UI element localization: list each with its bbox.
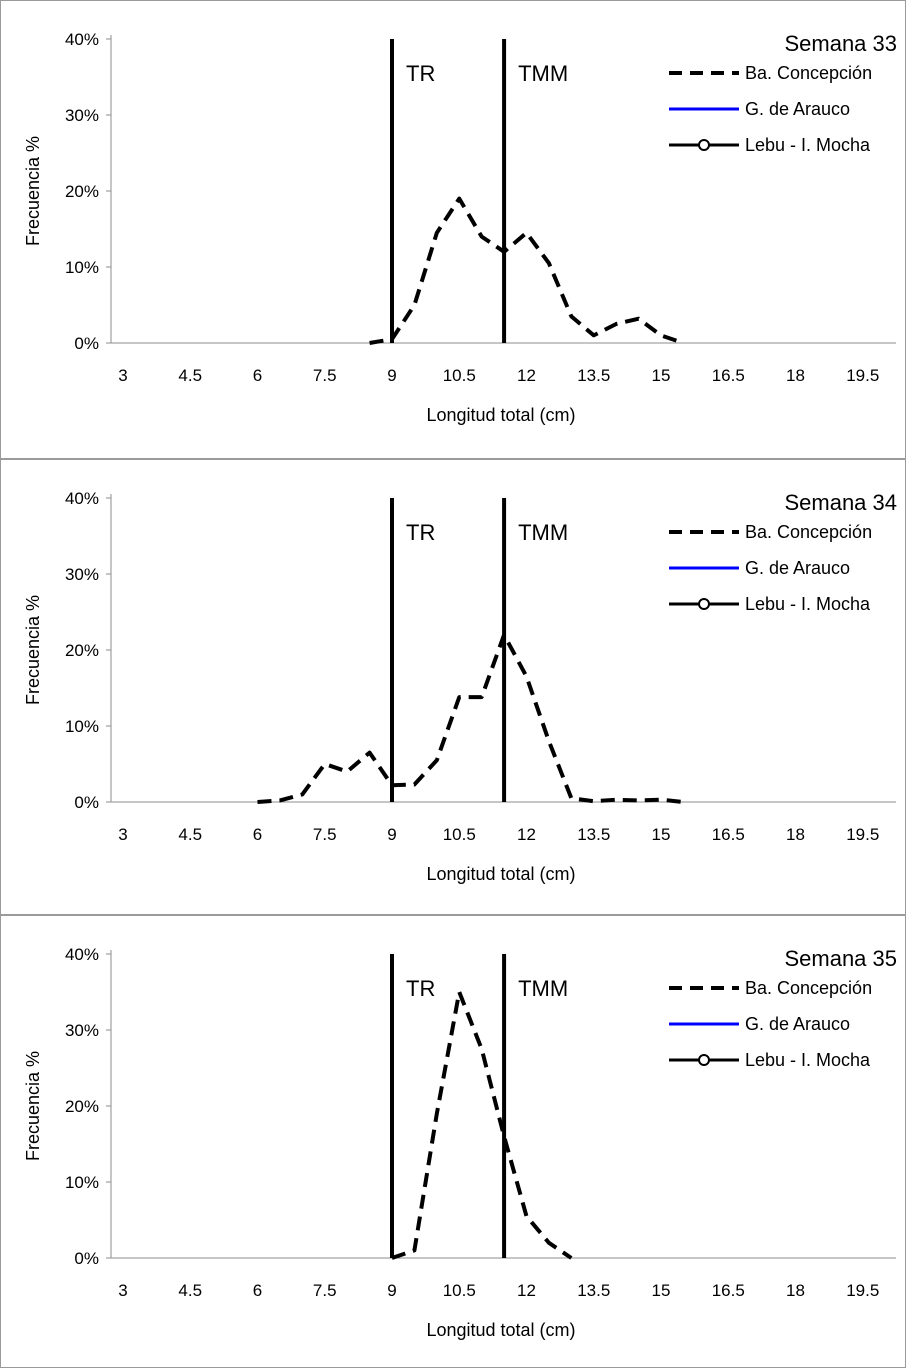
legend-label-0: Ba. Concepción: [745, 522, 872, 542]
x-tick-label: 18: [786, 366, 805, 385]
y-tick-label: 10%: [65, 717, 99, 736]
x-axis-title: Longitud total (cm): [426, 405, 575, 425]
y-tick-label: 10%: [65, 1173, 99, 1192]
x-tick-label: 19.5: [846, 1281, 879, 1300]
x-tick-label: 3: [118, 1281, 127, 1300]
x-tick-label: 10.5: [443, 1281, 476, 1300]
y-tick-label: 40%: [65, 489, 99, 508]
x-tick-label: 10.5: [443, 366, 476, 385]
y-tick-label: 40%: [65, 945, 99, 964]
chart-title: Semana 34: [784, 490, 897, 515]
x-tick-label: 13.5: [577, 825, 610, 844]
x-tick-label: 19.5: [846, 825, 879, 844]
x-tick-label: 18: [786, 825, 805, 844]
y-tick-label: 30%: [65, 1021, 99, 1040]
y-tick-label: 10%: [65, 258, 99, 277]
legend-label-2: Lebu - I. Mocha: [745, 135, 871, 155]
x-tick-label: 10.5: [443, 825, 476, 844]
y-tick-label: 20%: [65, 1097, 99, 1116]
chart-panel-semana-34: 0% 10% 20% 30% 40% 3 4.5 6 7.5 9 10.5 12 13.5 15 16.5 1…: [0, 459, 906, 915]
x-tick-label: 16.5: [712, 825, 745, 844]
y-tick-label: 0%: [74, 793, 99, 812]
chart-panel-semana-33: 0% 10% 20% 30% 40% 3 4.5 6 7.5 9 10.5 12 13.5 15 16.5 1…: [0, 0, 906, 459]
x-tick-label: 6: [253, 366, 262, 385]
chart-panel-semana-35: 0% 10% 20% 30% 40% 3 4.5 6 7.5 9 10.5 12 13.5 15 16.5 1…: [0, 915, 906, 1368]
x-axis-title: Longitud total (cm): [426, 864, 575, 884]
y-tick-label: 40%: [65, 30, 99, 49]
x-tick-label: 12: [517, 366, 536, 385]
x-tick-label: 15: [652, 1281, 671, 1300]
x-tick-label: 13.5: [577, 366, 610, 385]
x-tick-label: 18: [786, 1281, 805, 1300]
chart-svg-semana-34: 0% 10% 20% 30% 40% 3 4.5 6 7.5 9 10.5 12 13.5 15 16.5 1…: [23, 489, 897, 884]
x-tick-label: 7.5: [313, 825, 337, 844]
y-tick-label: 0%: [74, 1249, 99, 1268]
x-tick-label: 7.5: [313, 1281, 337, 1300]
chart-svg-semana-33: 0% 10% 20% 30% 40% 3 4.5 6 7.5 9 10.5 12 13.5 15 16.5 1…: [23, 30, 897, 425]
x-tick-label: 15: [652, 825, 671, 844]
y-tick-label: 30%: [65, 106, 99, 125]
series-line-0: [369, 196, 685, 345]
reference-label-tmm: TMM: [518, 520, 568, 545]
x-tick-label: 13.5: [577, 1281, 610, 1300]
legend-label-2: Lebu - I. Mocha: [745, 594, 871, 614]
reference-label-tr: TR: [406, 976, 435, 1001]
x-tick-label: 9: [387, 825, 396, 844]
reference-label-tr: TR: [406, 520, 435, 545]
series-line-0: [391, 990, 573, 1260]
series-line-0: [257, 632, 684, 804]
legend-marker-2: [698, 1054, 710, 1066]
x-tick-label: 9: [387, 366, 396, 385]
legend-label-1: G. de Arauco: [745, 558, 850, 578]
reference-label-tmm: TMM: [518, 976, 568, 1001]
x-tick-label: 6: [253, 825, 262, 844]
y-tick-label: 20%: [65, 641, 99, 660]
legend-label-0: Ba. Concepción: [745, 63, 872, 83]
x-tick-label: 3: [118, 366, 127, 385]
x-tick-label: 7.5: [313, 366, 337, 385]
x-tick-label: 9: [387, 1281, 396, 1300]
chart-title: Semana 35: [784, 946, 897, 971]
y-axis-title: Frecuencia %: [23, 595, 43, 705]
x-tick-label: 16.5: [712, 1281, 745, 1300]
y-axis-title: Frecuencia %: [23, 1051, 43, 1161]
chart-svg-semana-35: 0% 10% 20% 30% 40% 3 4.5 6 7.5 9 10.5 12 13.5 15 16.5 1…: [23, 945, 897, 1340]
x-axis-title: Longitud total (cm): [426, 1320, 575, 1340]
legend-label-0: Ba. Concepción: [745, 978, 872, 998]
legend-label-1: G. de Arauco: [745, 1014, 850, 1034]
x-tick-label: 3: [118, 825, 127, 844]
x-tick-label: 15: [652, 366, 671, 385]
x-tick-label: 16.5: [712, 366, 745, 385]
reference-label-tmm: TMM: [518, 61, 568, 86]
x-tick-label: 12: [517, 1281, 536, 1300]
x-tick-label: 4.5: [178, 1281, 202, 1300]
x-tick-label: 4.5: [178, 825, 202, 844]
legend-marker-2: [698, 598, 710, 610]
x-tick-label: 4.5: [178, 366, 202, 385]
y-tick-label: 0%: [74, 334, 99, 353]
legend-label-2: Lebu - I. Mocha: [745, 1050, 871, 1070]
legend-label-1: G. de Arauco: [745, 99, 850, 119]
y-tick-label: 20%: [65, 182, 99, 201]
x-tick-label: 6: [253, 1281, 262, 1300]
chart-title: Semana 33: [784, 31, 897, 56]
y-tick-label: 30%: [65, 565, 99, 584]
legend-marker-2: [698, 139, 710, 151]
reference-label-tr: TR: [406, 61, 435, 86]
y-axis-title: Frecuencia %: [23, 136, 43, 246]
x-tick-label: 19.5: [846, 366, 879, 385]
x-tick-label: 12: [517, 825, 536, 844]
